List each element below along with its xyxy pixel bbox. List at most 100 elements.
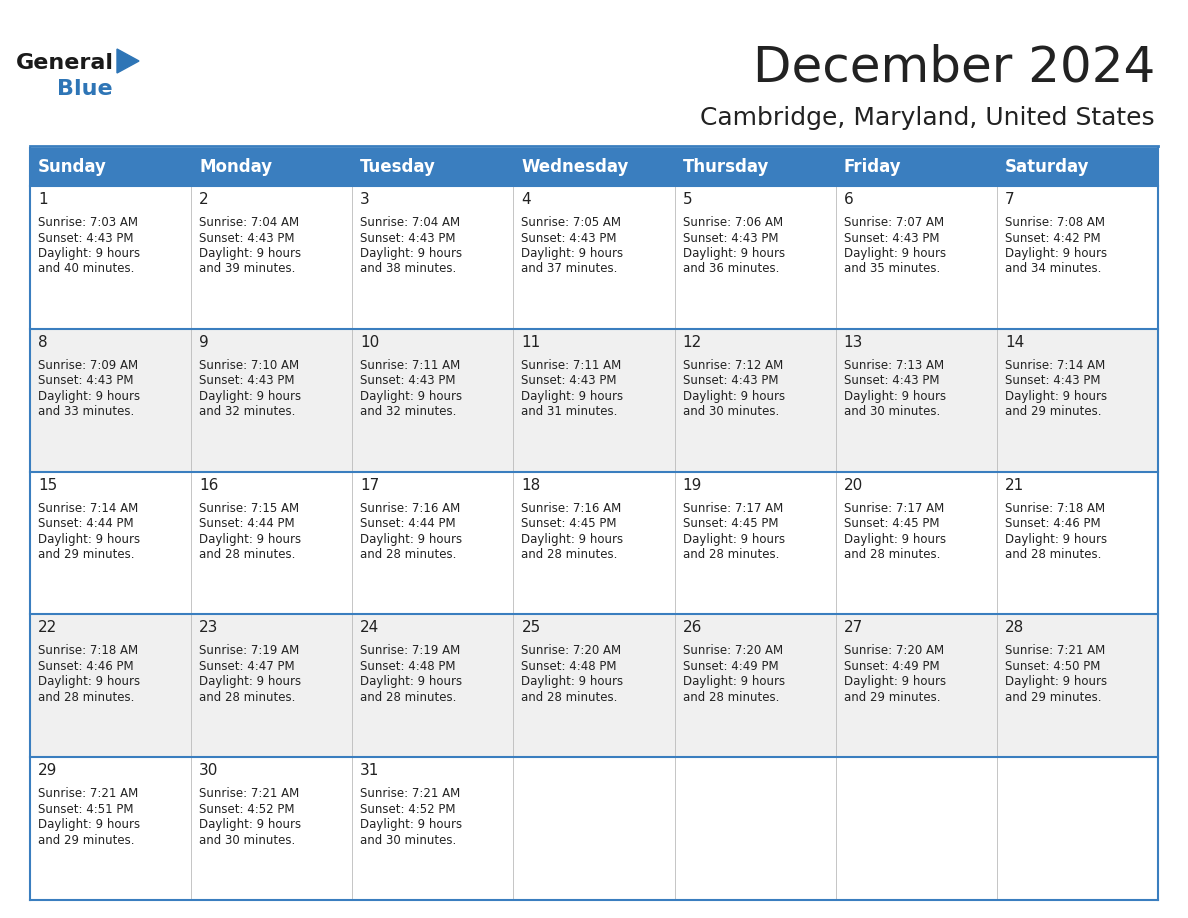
Text: Sunset: 4:44 PM: Sunset: 4:44 PM	[360, 517, 456, 530]
Text: 6: 6	[843, 192, 853, 207]
Text: and 32 minutes.: and 32 minutes.	[360, 406, 456, 419]
Text: Daylight: 9 hours: Daylight: 9 hours	[683, 532, 785, 545]
Text: and 31 minutes.: and 31 minutes.	[522, 406, 618, 419]
Text: and 32 minutes.: and 32 minutes.	[200, 406, 296, 419]
Text: Sunset: 4:52 PM: Sunset: 4:52 PM	[200, 802, 295, 816]
Text: Daylight: 9 hours: Daylight: 9 hours	[522, 532, 624, 545]
Text: Sunrise: 7:14 AM: Sunrise: 7:14 AM	[1005, 359, 1105, 372]
Text: 30: 30	[200, 763, 219, 778]
Bar	[675, 757, 835, 900]
Text: Daylight: 9 hours: Daylight: 9 hours	[843, 390, 946, 403]
Text: Sunrise: 7:20 AM: Sunrise: 7:20 AM	[843, 644, 943, 657]
Text: Sunrise: 7:14 AM: Sunrise: 7:14 AM	[38, 501, 138, 515]
Text: Cambridge, Maryland, United States: Cambridge, Maryland, United States	[701, 106, 1155, 130]
Text: Sunrise: 7:04 AM: Sunrise: 7:04 AM	[360, 216, 461, 229]
Text: Sunset: 4:43 PM: Sunset: 4:43 PM	[843, 231, 940, 244]
Text: Daylight: 9 hours: Daylight: 9 hours	[1005, 247, 1107, 260]
Bar	[30, 186, 191, 329]
Bar	[835, 186, 997, 329]
Text: Sunrise: 7:13 AM: Sunrise: 7:13 AM	[843, 359, 943, 372]
Bar	[191, 472, 353, 614]
Polygon shape	[116, 49, 139, 73]
Bar	[835, 329, 997, 472]
Text: Daylight: 9 hours: Daylight: 9 hours	[200, 818, 302, 831]
Text: December 2024: December 2024	[753, 44, 1155, 92]
Text: Sunrise: 7:05 AM: Sunrise: 7:05 AM	[522, 216, 621, 229]
Text: and 28 minutes.: and 28 minutes.	[360, 691, 456, 704]
Text: 12: 12	[683, 335, 702, 350]
Bar	[997, 757, 1158, 900]
Bar	[191, 186, 353, 329]
Text: and 28 minutes.: and 28 minutes.	[1005, 548, 1101, 561]
Text: Sunset: 4:48 PM: Sunset: 4:48 PM	[522, 660, 617, 673]
Text: and 40 minutes.: and 40 minutes.	[38, 263, 134, 275]
Bar	[835, 614, 997, 757]
Text: Daylight: 9 hours: Daylight: 9 hours	[38, 532, 140, 545]
Text: Sunrise: 7:16 AM: Sunrise: 7:16 AM	[360, 501, 461, 515]
Text: Daylight: 9 hours: Daylight: 9 hours	[38, 247, 140, 260]
Text: Daylight: 9 hours: Daylight: 9 hours	[843, 532, 946, 545]
Text: 21: 21	[1005, 477, 1024, 493]
Text: Daylight: 9 hours: Daylight: 9 hours	[38, 676, 140, 688]
Text: 31: 31	[360, 763, 380, 778]
Text: 25: 25	[522, 621, 541, 635]
Text: and 30 minutes.: and 30 minutes.	[200, 834, 296, 846]
Text: Sunset: 4:43 PM: Sunset: 4:43 PM	[522, 375, 617, 387]
Text: Sunset: 4:43 PM: Sunset: 4:43 PM	[522, 231, 617, 244]
Text: and 28 minutes.: and 28 minutes.	[200, 691, 296, 704]
Text: Daylight: 9 hours: Daylight: 9 hours	[38, 390, 140, 403]
Text: Sunset: 4:50 PM: Sunset: 4:50 PM	[1005, 660, 1100, 673]
Text: Thursday: Thursday	[683, 158, 769, 176]
Text: 15: 15	[38, 477, 57, 493]
Text: and 30 minutes.: and 30 minutes.	[360, 834, 456, 846]
Text: and 29 minutes.: and 29 minutes.	[38, 548, 134, 561]
Text: and 28 minutes.: and 28 minutes.	[522, 691, 618, 704]
Text: Sunday: Sunday	[38, 158, 107, 176]
Text: Sunrise: 7:06 AM: Sunrise: 7:06 AM	[683, 216, 783, 229]
Text: 9: 9	[200, 335, 209, 350]
Bar	[353, 757, 513, 900]
Bar	[353, 186, 513, 329]
Text: and 28 minutes.: and 28 minutes.	[683, 548, 779, 561]
Bar	[675, 148, 835, 186]
Bar	[191, 329, 353, 472]
Text: Daylight: 9 hours: Daylight: 9 hours	[683, 247, 785, 260]
Text: 28: 28	[1005, 621, 1024, 635]
Text: Sunrise: 7:19 AM: Sunrise: 7:19 AM	[200, 644, 299, 657]
Text: and 28 minutes.: and 28 minutes.	[843, 548, 940, 561]
Text: Sunrise: 7:07 AM: Sunrise: 7:07 AM	[843, 216, 943, 229]
Text: Daylight: 9 hours: Daylight: 9 hours	[200, 532, 302, 545]
Text: Daylight: 9 hours: Daylight: 9 hours	[843, 676, 946, 688]
Text: 8: 8	[38, 335, 48, 350]
Text: 23: 23	[200, 621, 219, 635]
Bar	[835, 148, 997, 186]
Text: Sunset: 4:44 PM: Sunset: 4:44 PM	[38, 517, 133, 530]
Text: 22: 22	[38, 621, 57, 635]
Text: Daylight: 9 hours: Daylight: 9 hours	[522, 247, 624, 260]
Bar	[30, 148, 191, 186]
Bar	[997, 614, 1158, 757]
Text: and 37 minutes.: and 37 minutes.	[522, 263, 618, 275]
Bar	[513, 186, 675, 329]
Text: and 39 minutes.: and 39 minutes.	[200, 263, 296, 275]
Bar	[30, 757, 191, 900]
Text: Daylight: 9 hours: Daylight: 9 hours	[1005, 676, 1107, 688]
Text: Daylight: 9 hours: Daylight: 9 hours	[1005, 532, 1107, 545]
Text: Daylight: 9 hours: Daylight: 9 hours	[200, 676, 302, 688]
Text: Sunset: 4:43 PM: Sunset: 4:43 PM	[38, 231, 133, 244]
Text: Sunrise: 7:15 AM: Sunrise: 7:15 AM	[200, 501, 299, 515]
Text: and 28 minutes.: and 28 minutes.	[200, 548, 296, 561]
Text: 13: 13	[843, 335, 864, 350]
Text: 7: 7	[1005, 192, 1015, 207]
Bar	[835, 757, 997, 900]
Text: Daylight: 9 hours: Daylight: 9 hours	[360, 390, 462, 403]
Text: Wednesday: Wednesday	[522, 158, 628, 176]
Text: 26: 26	[683, 621, 702, 635]
Text: Sunset: 4:45 PM: Sunset: 4:45 PM	[522, 517, 617, 530]
Text: Sunrise: 7:03 AM: Sunrise: 7:03 AM	[38, 216, 138, 229]
Text: 1: 1	[38, 192, 48, 207]
Text: Sunset: 4:43 PM: Sunset: 4:43 PM	[38, 375, 133, 387]
Text: Sunset: 4:48 PM: Sunset: 4:48 PM	[360, 660, 456, 673]
Bar	[675, 329, 835, 472]
Text: Sunset: 4:43 PM: Sunset: 4:43 PM	[360, 375, 456, 387]
